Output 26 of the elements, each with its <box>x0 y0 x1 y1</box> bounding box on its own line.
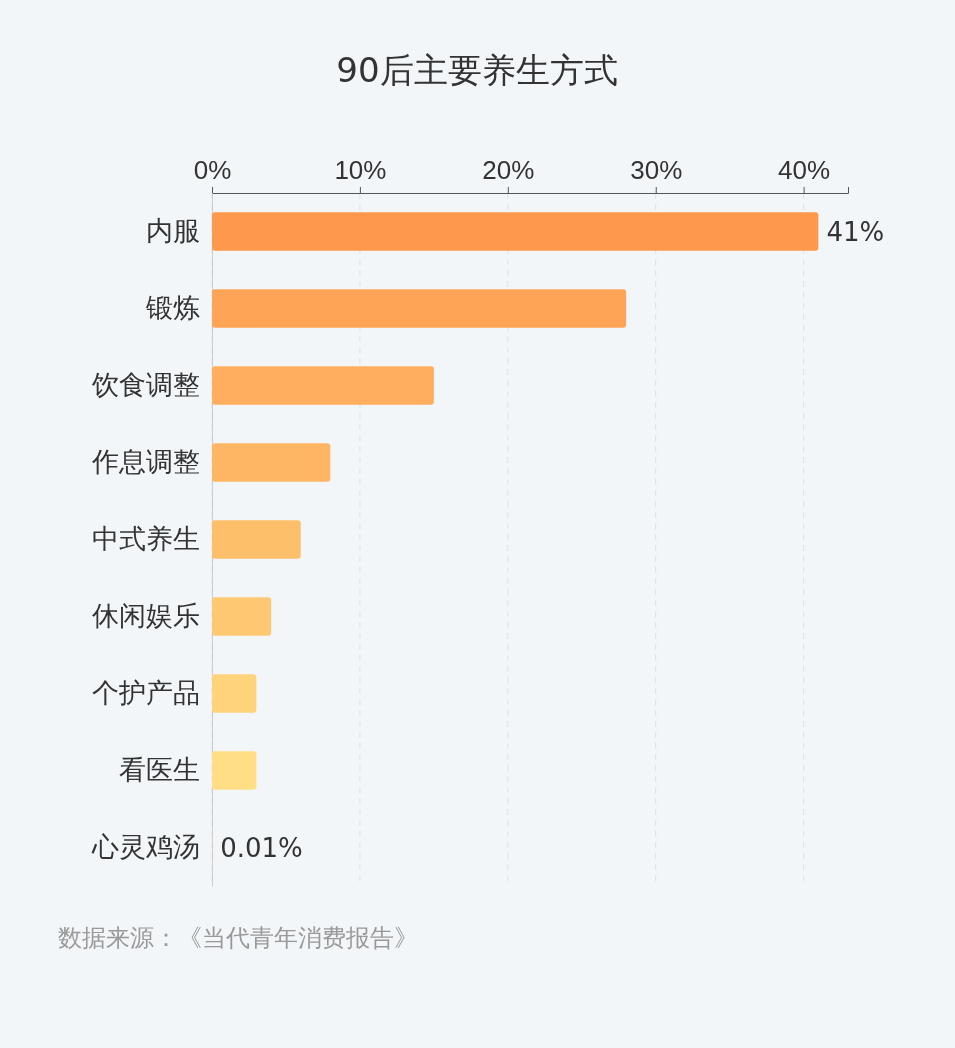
bar <box>212 289 627 328</box>
x-tick-label: 20% <box>482 154 535 185</box>
y-tick-label: 看医生 <box>119 755 200 786</box>
y-tick-label: 内服 <box>146 216 200 247</box>
data-label: 0.01% <box>220 832 303 863</box>
x-tick-label: 10% <box>334 154 387 185</box>
y-tick-label: 作息调整 <box>91 447 200 478</box>
chart-title: 90后主要养生方式 <box>336 50 618 90</box>
bar <box>212 212 819 251</box>
y-tick-label: 休闲娱乐 <box>92 601 200 632</box>
bar <box>212 520 301 559</box>
y-tick-label: 中式养生 <box>92 524 200 555</box>
y-tick-label: 个护产品 <box>92 678 200 709</box>
y-tick-label: 饮食调整 <box>91 370 200 401</box>
x-tick-label: 30% <box>630 154 683 185</box>
x-tick-label: 0% <box>193 154 232 185</box>
x-tick-label: 40% <box>778 154 831 185</box>
y-tick-label: 锻炼 <box>145 293 200 324</box>
bar <box>212 674 257 713</box>
bar <box>212 597 272 636</box>
source-note: 数据来源：《当代青年消费报告》 <box>58 924 418 952</box>
bar <box>212 751 257 790</box>
y-tick-label: 心灵鸡汤 <box>91 832 200 863</box>
bar <box>212 443 331 482</box>
bar <box>212 366 434 405</box>
data-label: 41% <box>826 216 885 247</box>
